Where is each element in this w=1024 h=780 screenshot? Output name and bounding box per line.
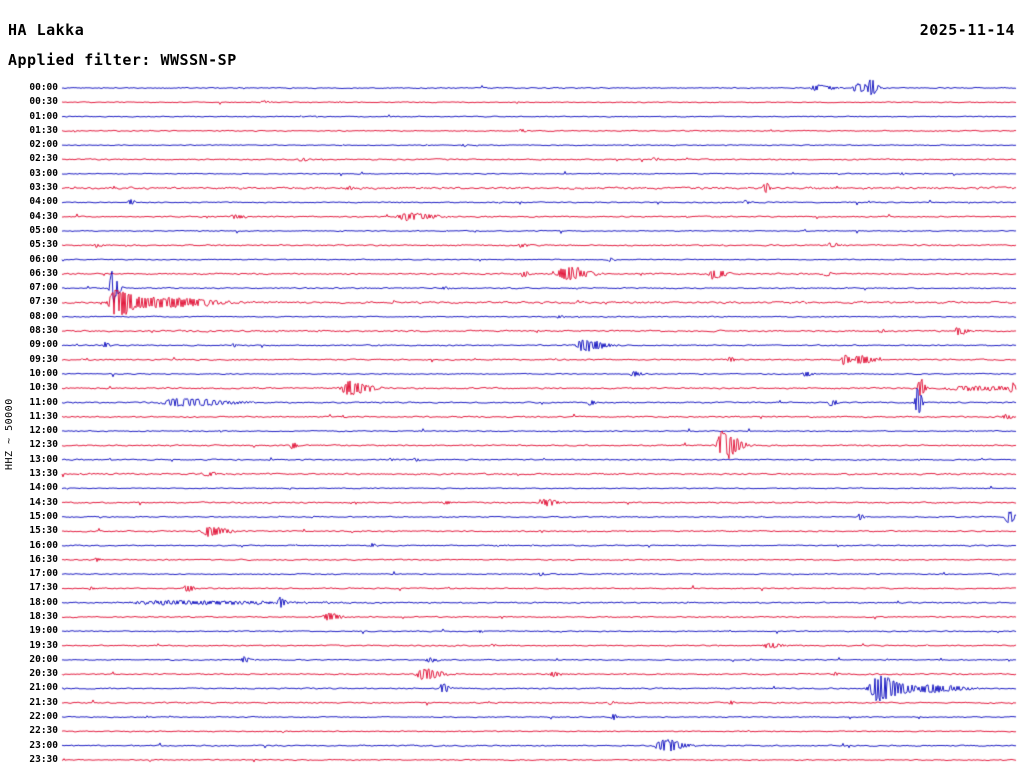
time-label: 17:30 [29,582,58,594]
time-label: 19:00 [29,625,58,637]
time-label: 16:30 [29,553,58,565]
time-label: 07:30 [29,296,58,308]
time-label: 08:00 [29,310,58,322]
time-label: 04:00 [29,196,58,208]
time-label: 09:30 [29,353,58,365]
time-label: 05:00 [29,224,58,236]
time-label: 16:00 [29,539,58,551]
time-label: 15:00 [29,510,58,522]
time-label: 01:30 [29,124,58,136]
time-label: 22:00 [29,711,58,723]
time-label: 18:00 [29,596,58,608]
time-label: 00:00 [29,82,58,93]
time-label: 11:30 [29,410,58,422]
time-label: 21:30 [29,696,58,708]
time-label: 21:00 [29,682,58,694]
time-label: 12:30 [29,439,58,451]
date-label: 2025-11-14 [919,21,1015,39]
time-label: 06:30 [29,267,58,279]
time-label: 15:30 [29,525,58,537]
time-label: 10:00 [29,367,58,379]
filter-label: Applied filter: WWSSN-SP [8,51,237,69]
time-label: 14:30 [29,496,58,508]
time-label: 23:30 [29,753,58,765]
channel-scale-label: HHZ ~ 50000 [4,398,15,470]
time-label: 00:30 [29,96,58,108]
time-label: 14:00 [29,482,58,494]
time-label: 06:00 [29,253,58,265]
time-label: 02:00 [29,139,58,151]
time-label: 05:30 [29,239,58,251]
time-label: 12:00 [29,425,58,437]
time-label: 20:00 [29,653,58,665]
time-label: 08:30 [29,325,58,337]
time-label: 23:00 [29,739,58,751]
time-label: 09:00 [29,339,58,351]
time-label: 03:00 [29,167,58,179]
time-label: 22:30 [29,725,58,737]
time-label: 02:30 [29,153,58,165]
time-label: 11:00 [29,396,58,408]
time-label: 13:00 [29,453,58,465]
station-title: HA Lakka [8,21,85,39]
time-label: 04:30 [29,210,58,222]
time-label: 01:00 [29,110,58,122]
time-label: 19:30 [29,639,58,651]
time-label: 03:30 [29,182,58,194]
time-label: 10:30 [29,382,58,394]
time-label: 18:30 [29,610,58,622]
time-label: 07:00 [29,282,58,294]
time-label: 20:30 [29,668,58,680]
time-label: 17:00 [29,568,58,580]
time-label: 13:30 [29,468,58,480]
